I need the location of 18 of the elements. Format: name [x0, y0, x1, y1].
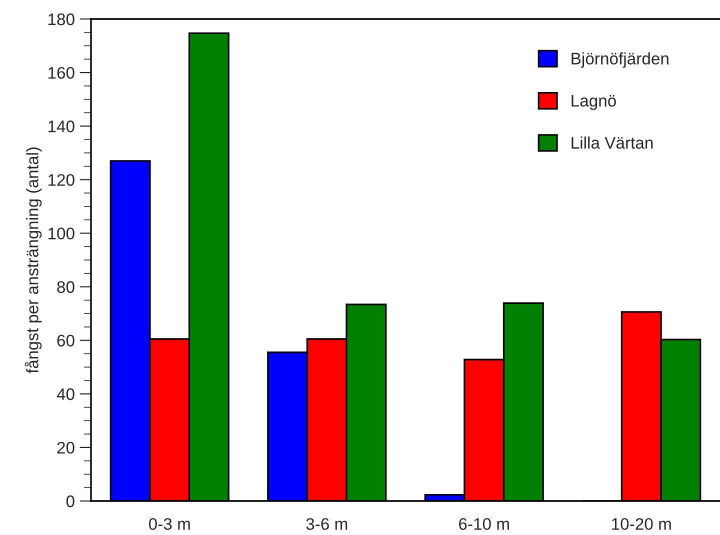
y-tick-label: 80 [57, 281, 74, 293]
x-tick-label: 10-20 m [612, 518, 671, 530]
legend-label: Björnöfjärden [572, 52, 668, 68]
y-tick-label: 120 [48, 174, 74, 186]
x-tick-label: 3-6 m [306, 518, 348, 530]
y-tick-label: 160 [48, 66, 74, 79]
x-tick-label: 6-10 m [459, 518, 509, 530]
legend-label: Lilla Värtan [572, 136, 653, 149]
legend-label: Lagnö [572, 94, 616, 110]
x-tick-label: 0-3 m [148, 518, 190, 530]
y-tick-label: 180 [48, 13, 74, 26]
y-axis-title: fångst per ansträngning (antal) [24, 148, 42, 374]
y-tick-label: 0 [66, 495, 74, 508]
y-tick-label: 20 [57, 442, 74, 454]
y-tick-label: 40 [56, 388, 74, 400]
y-tick-label: 140 [48, 120, 74, 132]
y-tick-label: 100 [48, 228, 74, 240]
y-tick-label: 60 [57, 334, 74, 347]
